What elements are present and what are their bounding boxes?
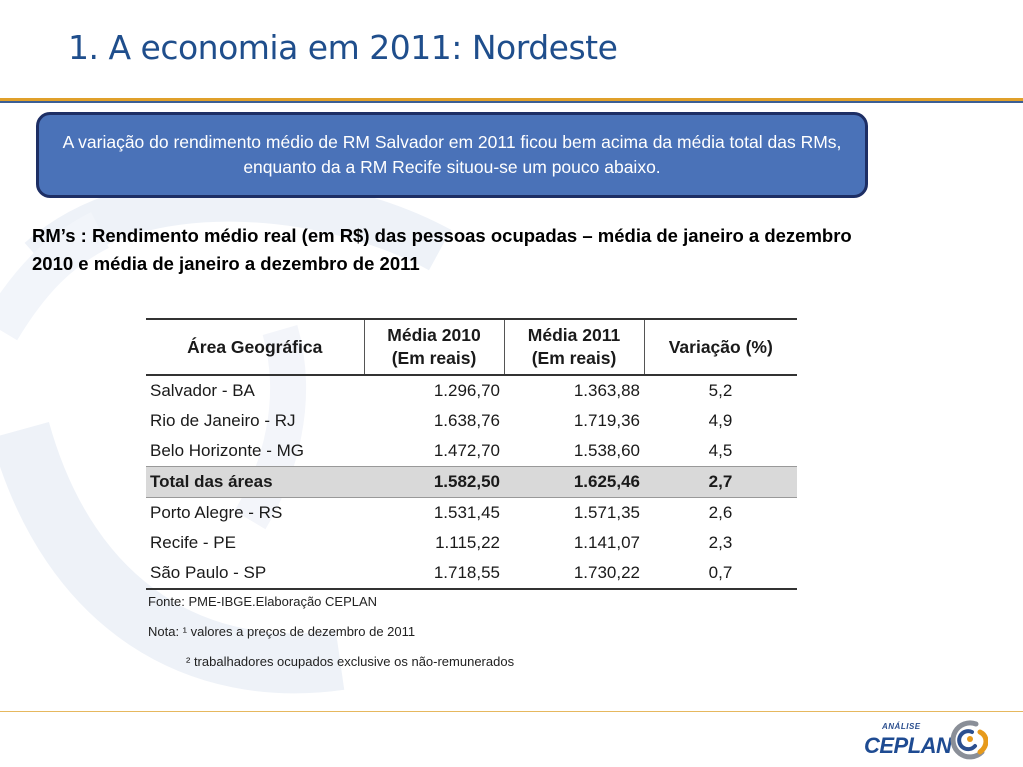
cell-variation: 5,2 (708, 381, 733, 400)
cell-variation: 4,9 (708, 411, 733, 430)
cell-area: Recife - PE (150, 533, 236, 552)
price-note: Nota: ¹ valores a preços de dezembro de … (148, 624, 416, 639)
cell-variation: 4,5 (708, 441, 733, 460)
highlight-callout: A variação do rendimento médio de RM Sal… (36, 112, 868, 198)
table-header-row: Área Geográfica Média 2010 (Em reais) Méd… (146, 318, 797, 376)
footer-divider (0, 711, 1023, 712)
table-row: São Paulo - SP 1.718,55 1.730,22 0,7 (146, 558, 797, 590)
cell-2011: 1.363,88 (573, 381, 640, 400)
table-row: Porto Alegre - RS 1.531,45 1.571,35 2,6 (146, 498, 797, 529)
header-2010: Média 2010 (Em reais) (363, 318, 504, 376)
cell-2011: 1.571,35 (573, 503, 640, 522)
table-row: Salvador - BA 1.296,70 1.363,88 5,2 (146, 375, 797, 406)
cell-2011: 1.141,07 (573, 533, 640, 552)
cell-area: Rio de Janeiro - RJ (150, 411, 296, 430)
cell-2010: 1.582,50 (364, 466, 504, 498)
cell-variation: 2,6 (708, 503, 733, 522)
table-row: Rio de Janeiro - RJ 1.638,76 1.719,36 4,… (146, 406, 797, 436)
cell-2010: 1.531,45 (433, 503, 500, 522)
table-notes: Fonte: PME-IBGE.Elaboração CEPLAN Nota: … (148, 593, 514, 683)
logo-mark-icon (950, 720, 988, 760)
cell-2010: 1.718,55 (364, 558, 504, 590)
cell-2010: 1.472,70 (433, 441, 500, 460)
cell-area: Total das áreas (146, 466, 364, 498)
logo-main-text: CEPLAN (864, 733, 952, 758)
table-title: RM’s : Rendimento médio real (em R$) das… (32, 225, 852, 274)
header-2011: Média 2011 (Em reais) (503, 318, 644, 376)
cell-variation: 0,7 (644, 558, 797, 590)
income-table: Área Geográfica Média 2010 (Em reais) Méd… (146, 318, 797, 590)
header-variation: Variação (%) (643, 318, 797, 376)
cell-2011: 1.538,60 (573, 441, 640, 460)
table-row-total: Total das áreas 1.582,50 1.625,46 2,7 (146, 466, 797, 498)
table-row: Belo Horizonte - MG 1.472,70 1.538,60 4,… (146, 436, 797, 467)
cell-2010: 1.115,22 (435, 533, 500, 552)
cell-area: São Paulo - SP (146, 558, 364, 590)
callout-text: A variação do rendimento médio de RM Sal… (62, 132, 842, 177)
cell-2011: 1.730,22 (504, 558, 644, 590)
table-row: Recife - PE 1.115,22 1.141,07 2,3 (146, 528, 797, 558)
header-area: Área Geográfica (146, 318, 364, 376)
header-divider-blue (0, 101, 1023, 103)
cell-2011: 1.719,36 (573, 411, 640, 430)
cell-area: Belo Horizonte - MG (150, 441, 304, 460)
logo-small-text: ANÁLISE (882, 722, 921, 731)
cell-2010: 1.638,76 (433, 411, 500, 430)
cell-area: Salvador - BA (150, 381, 255, 400)
income-table-container: Área Geográfica Média 2010 (Em reais) Méd… (146, 318, 797, 590)
cell-variation: 2,3 (708, 533, 733, 552)
workers-note: ² trabalhadores ocupados exclusive os nã… (186, 654, 515, 669)
cell-2011: 1.625,46 (504, 466, 644, 498)
cell-area: Porto Alegre - RS (150, 503, 283, 522)
source-note: Fonte: PME-IBGE.Elaboração CEPLAN (148, 594, 378, 609)
header-divider (0, 98, 1023, 101)
page-title: 1. A economia em 2011: Nordeste (68, 28, 618, 67)
cell-variation: 2,7 (644, 466, 797, 498)
cell-2010: 1.296,70 (433, 381, 500, 400)
ceplan-logo: ANÁLISE CEPLAN (862, 716, 988, 764)
